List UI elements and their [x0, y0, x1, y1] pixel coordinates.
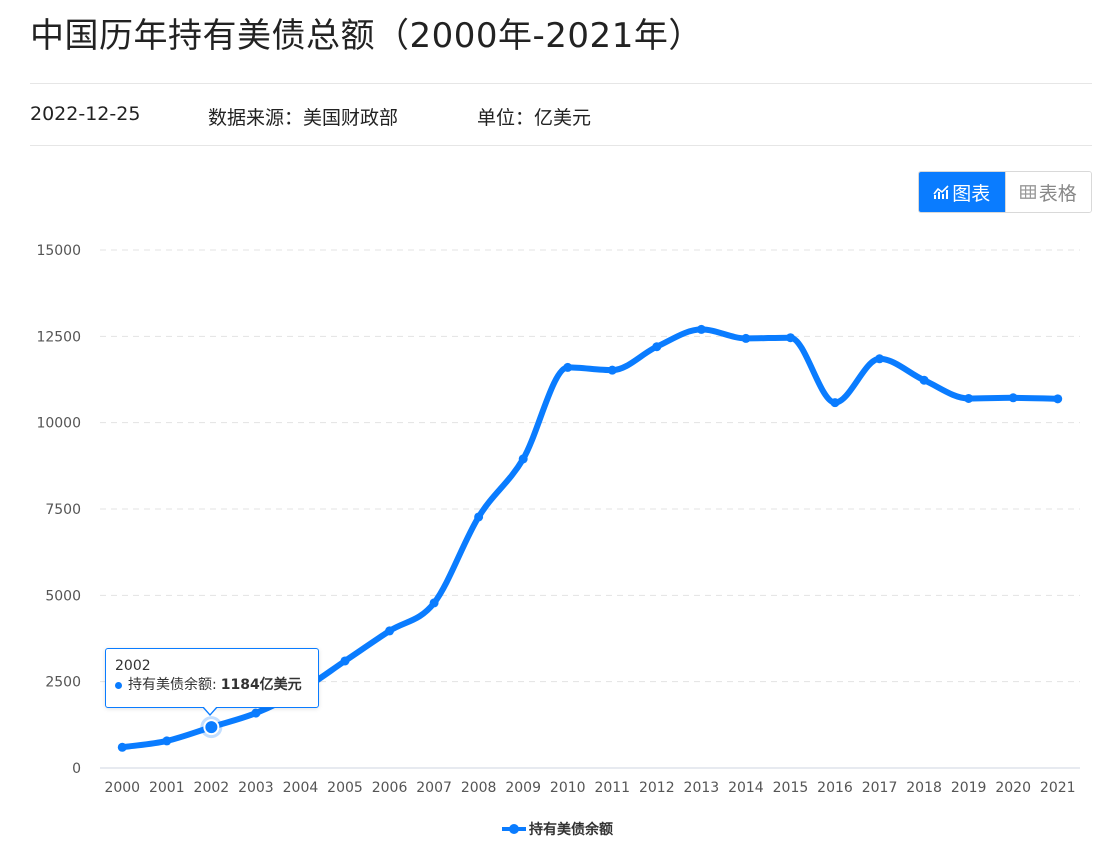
x-tick-label: 2019: [951, 780, 987, 796]
data-point[interactable]: [830, 398, 840, 408]
data-point[interactable]: [652, 342, 662, 352]
x-tick-label: 2021: [1040, 780, 1076, 796]
x-tick-label: 2005: [327, 780, 363, 796]
x-tick-label: 2002: [194, 780, 230, 796]
x-tick-label: 2014: [728, 780, 764, 796]
page-title: 中国历年持有美债总额（2000年-2021年）: [30, 16, 703, 56]
x-tick-label: 2006: [372, 780, 408, 796]
x-tick-label: 2020: [995, 780, 1031, 796]
data-point[interactable]: [340, 656, 350, 666]
data-point[interactable]: [162, 736, 172, 746]
x-tick-label: 2003: [238, 780, 274, 796]
data-point[interactable]: [875, 354, 885, 364]
x-tick-label: 2013: [684, 780, 720, 796]
x-tick-label: 2016: [817, 780, 853, 796]
table-view-button[interactable]: 表格: [1004, 172, 1091, 212]
y-tick-label: 12500: [36, 329, 81, 345]
x-tick-label: 2004: [283, 780, 319, 796]
view-toggle: 图表 表格: [918, 171, 1092, 213]
x-tick-label: 2008: [461, 780, 497, 796]
data-point[interactable]: [563, 362, 573, 372]
tooltip-year: 2002: [115, 658, 151, 674]
y-tick-label: 10000: [36, 416, 81, 432]
data-point[interactable]: [964, 393, 974, 403]
x-tick-label: 2011: [594, 780, 630, 796]
y-tick-label: 7500: [45, 502, 81, 518]
x-tick-label: 2015: [773, 780, 809, 796]
x-tick-label: 2007: [416, 780, 452, 796]
data-point[interactable]: [741, 333, 751, 343]
divider-bottom: [30, 145, 1092, 146]
x-tick-label: 2000: [104, 780, 140, 796]
x-tick-label: 2009: [505, 780, 541, 796]
x-tick-label: 2001: [149, 780, 185, 796]
data-point[interactable]: [251, 708, 261, 718]
legend-marker-icon: [509, 824, 519, 834]
data-tooltip: 2002 持有美债余额: 1184亿美元: [105, 648, 319, 716]
data-point[interactable]: [696, 324, 706, 334]
data-point[interactable]: [117, 742, 127, 752]
data-point[interactable]: [429, 598, 439, 608]
data-point[interactable]: [385, 626, 395, 636]
legend-label[interactable]: 持有美债余额: [529, 821, 613, 838]
data-point[interactable]: [474, 512, 484, 522]
data-point[interactable]: [607, 365, 617, 375]
y-tick-label: 0: [72, 761, 81, 777]
data-point[interactable]: [785, 333, 795, 343]
x-tick-label: 2010: [550, 780, 586, 796]
y-tick-label: 5000: [45, 588, 81, 604]
data-point[interactable]: [1008, 393, 1018, 403]
tooltip-series-label: 持有美债余额:: [128, 677, 217, 693]
divider-top: [30, 83, 1092, 84]
table-icon: [1019, 185, 1036, 199]
data-point[interactable]: [919, 375, 929, 385]
chart-view-button[interactable]: 图表: [919, 172, 1005, 212]
x-tick-label: 2017: [862, 780, 898, 796]
x-tick-label: 2012: [639, 780, 675, 796]
unit-label: 单位：亿美元: [477, 107, 592, 129]
tooltip-series-dot: [115, 681, 122, 689]
tooltip-value: 1184亿美元: [220, 677, 302, 693]
tooltip-arrow: [202, 706, 218, 716]
y-tick-label: 15000: [36, 243, 81, 259]
data-source: 数据来源：美国财政部: [208, 107, 399, 129]
table-view-label: 表格: [1038, 182, 1077, 205]
tooltip-row: 持有美债余额: 1184亿美元: [115, 675, 309, 695]
data-point[interactable]: [1053, 394, 1063, 404]
publish-date: 2022-12-25: [30, 103, 141, 125]
chart-icon: [933, 185, 949, 199]
data-point[interactable]: [518, 454, 528, 464]
y-tick-label: 2500: [45, 675, 81, 691]
x-tick-label: 2018: [906, 780, 942, 796]
chart-view-label: 图表: [952, 182, 991, 205]
data-point-highlighted[interactable]: [203, 719, 220, 736]
